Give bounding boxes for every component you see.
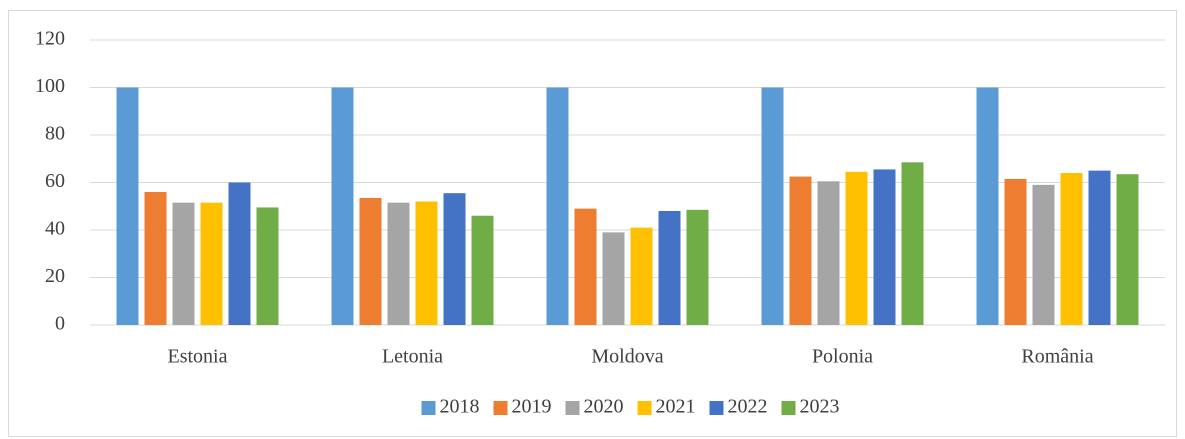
legend-label: 2019 [512,396,552,418]
x-tick-label: Estonia [168,346,228,368]
bar [415,201,438,325]
bar [331,87,354,325]
bar [200,202,223,325]
bar [1032,184,1055,325]
bar [546,87,569,325]
y-tick-label: 40 [45,218,65,240]
legend-label: 2018 [440,396,480,418]
legend-swatch [493,401,508,415]
legend-swatch [565,401,580,415]
bar [817,181,840,325]
bar [172,202,195,325]
y-tick-label: 80 [45,123,65,145]
bar [228,182,251,325]
legend-label: 2022 [728,396,768,418]
x-tick-label: Letonia [382,346,443,368]
bar [144,192,167,325]
bar [845,171,868,325]
bar [443,193,466,325]
y-tick-label: 0 [55,313,65,335]
bar [789,176,812,325]
bar [471,215,494,325]
bar [901,162,924,325]
x-tick-label: România [1021,346,1093,368]
bar [1004,178,1027,325]
x-tick-label: Moldova [591,346,663,368]
legend-swatch [709,401,724,415]
bar [1060,173,1083,325]
x-tick-label: Polonia [812,346,873,368]
bar [256,207,279,325]
bar [602,232,625,325]
bar [359,197,382,325]
legend-swatch [421,401,436,415]
legend-swatch [781,401,796,415]
bar [387,202,410,325]
bar [116,87,139,325]
bar [1088,170,1111,325]
bar [686,209,709,325]
y-tick-label: 20 [45,265,65,287]
bar [976,87,999,325]
legend-label: 2021 [656,396,696,418]
legend-label: 2020 [584,396,624,418]
bar [574,208,597,325]
bar [630,227,653,325]
bar [1116,174,1139,325]
legend-swatch [637,401,652,415]
bar [761,87,784,325]
bar [658,211,681,325]
y-tick-label: 120 [35,28,65,50]
y-tick-label: 60 [45,170,65,192]
legend-label: 2023 [800,396,840,418]
bar [873,169,896,325]
y-tick-label: 100 [35,75,65,97]
